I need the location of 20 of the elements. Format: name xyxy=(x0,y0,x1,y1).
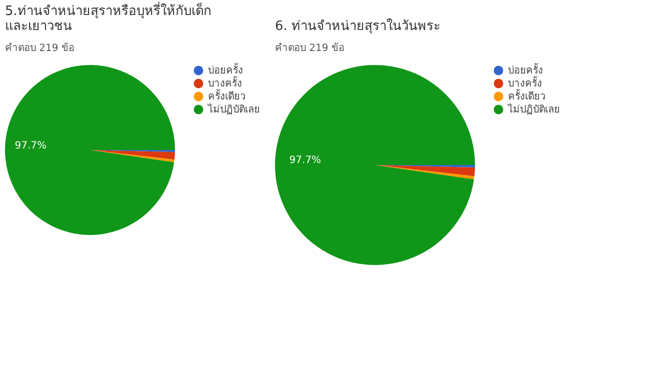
legend-label: ครั้งเดียว xyxy=(508,88,546,102)
legend-label: บ่อยครั้ง xyxy=(208,62,243,76)
data-label: 97.7% xyxy=(289,154,322,166)
pie-slice xyxy=(375,165,474,180)
chart-title: 5.ท่านจำหน่ายสุราหรือบุหรี่ให้กับเด็ก และเยาวชน xyxy=(5,1,212,34)
chart-subtitle: คำตอบ 219 ข้อ xyxy=(5,42,74,54)
pie-slice xyxy=(90,150,174,162)
legend-label: บางครั้ง xyxy=(208,76,242,90)
pie-slice xyxy=(90,150,175,160)
chart-title: 6. ท่านจำหน่ายสุราในวันพระ xyxy=(275,18,441,34)
legend-label: บางครั้ง xyxy=(508,76,542,90)
pie-slice xyxy=(275,65,475,265)
pie-slice xyxy=(5,65,175,235)
legend-label: ไม่ปฏิบัติเลย xyxy=(507,104,560,116)
legend-label: ไม่ปฏิบัติเลย xyxy=(207,104,260,116)
legend-label: บ่อยครั้ง xyxy=(508,62,543,76)
pie-slice xyxy=(375,165,475,176)
legend-label: ครั้งเดียว xyxy=(208,88,246,102)
data-label: 97.7% xyxy=(14,140,47,152)
chart-subtitle: คำตอบ 219 ข้อ xyxy=(275,42,344,54)
